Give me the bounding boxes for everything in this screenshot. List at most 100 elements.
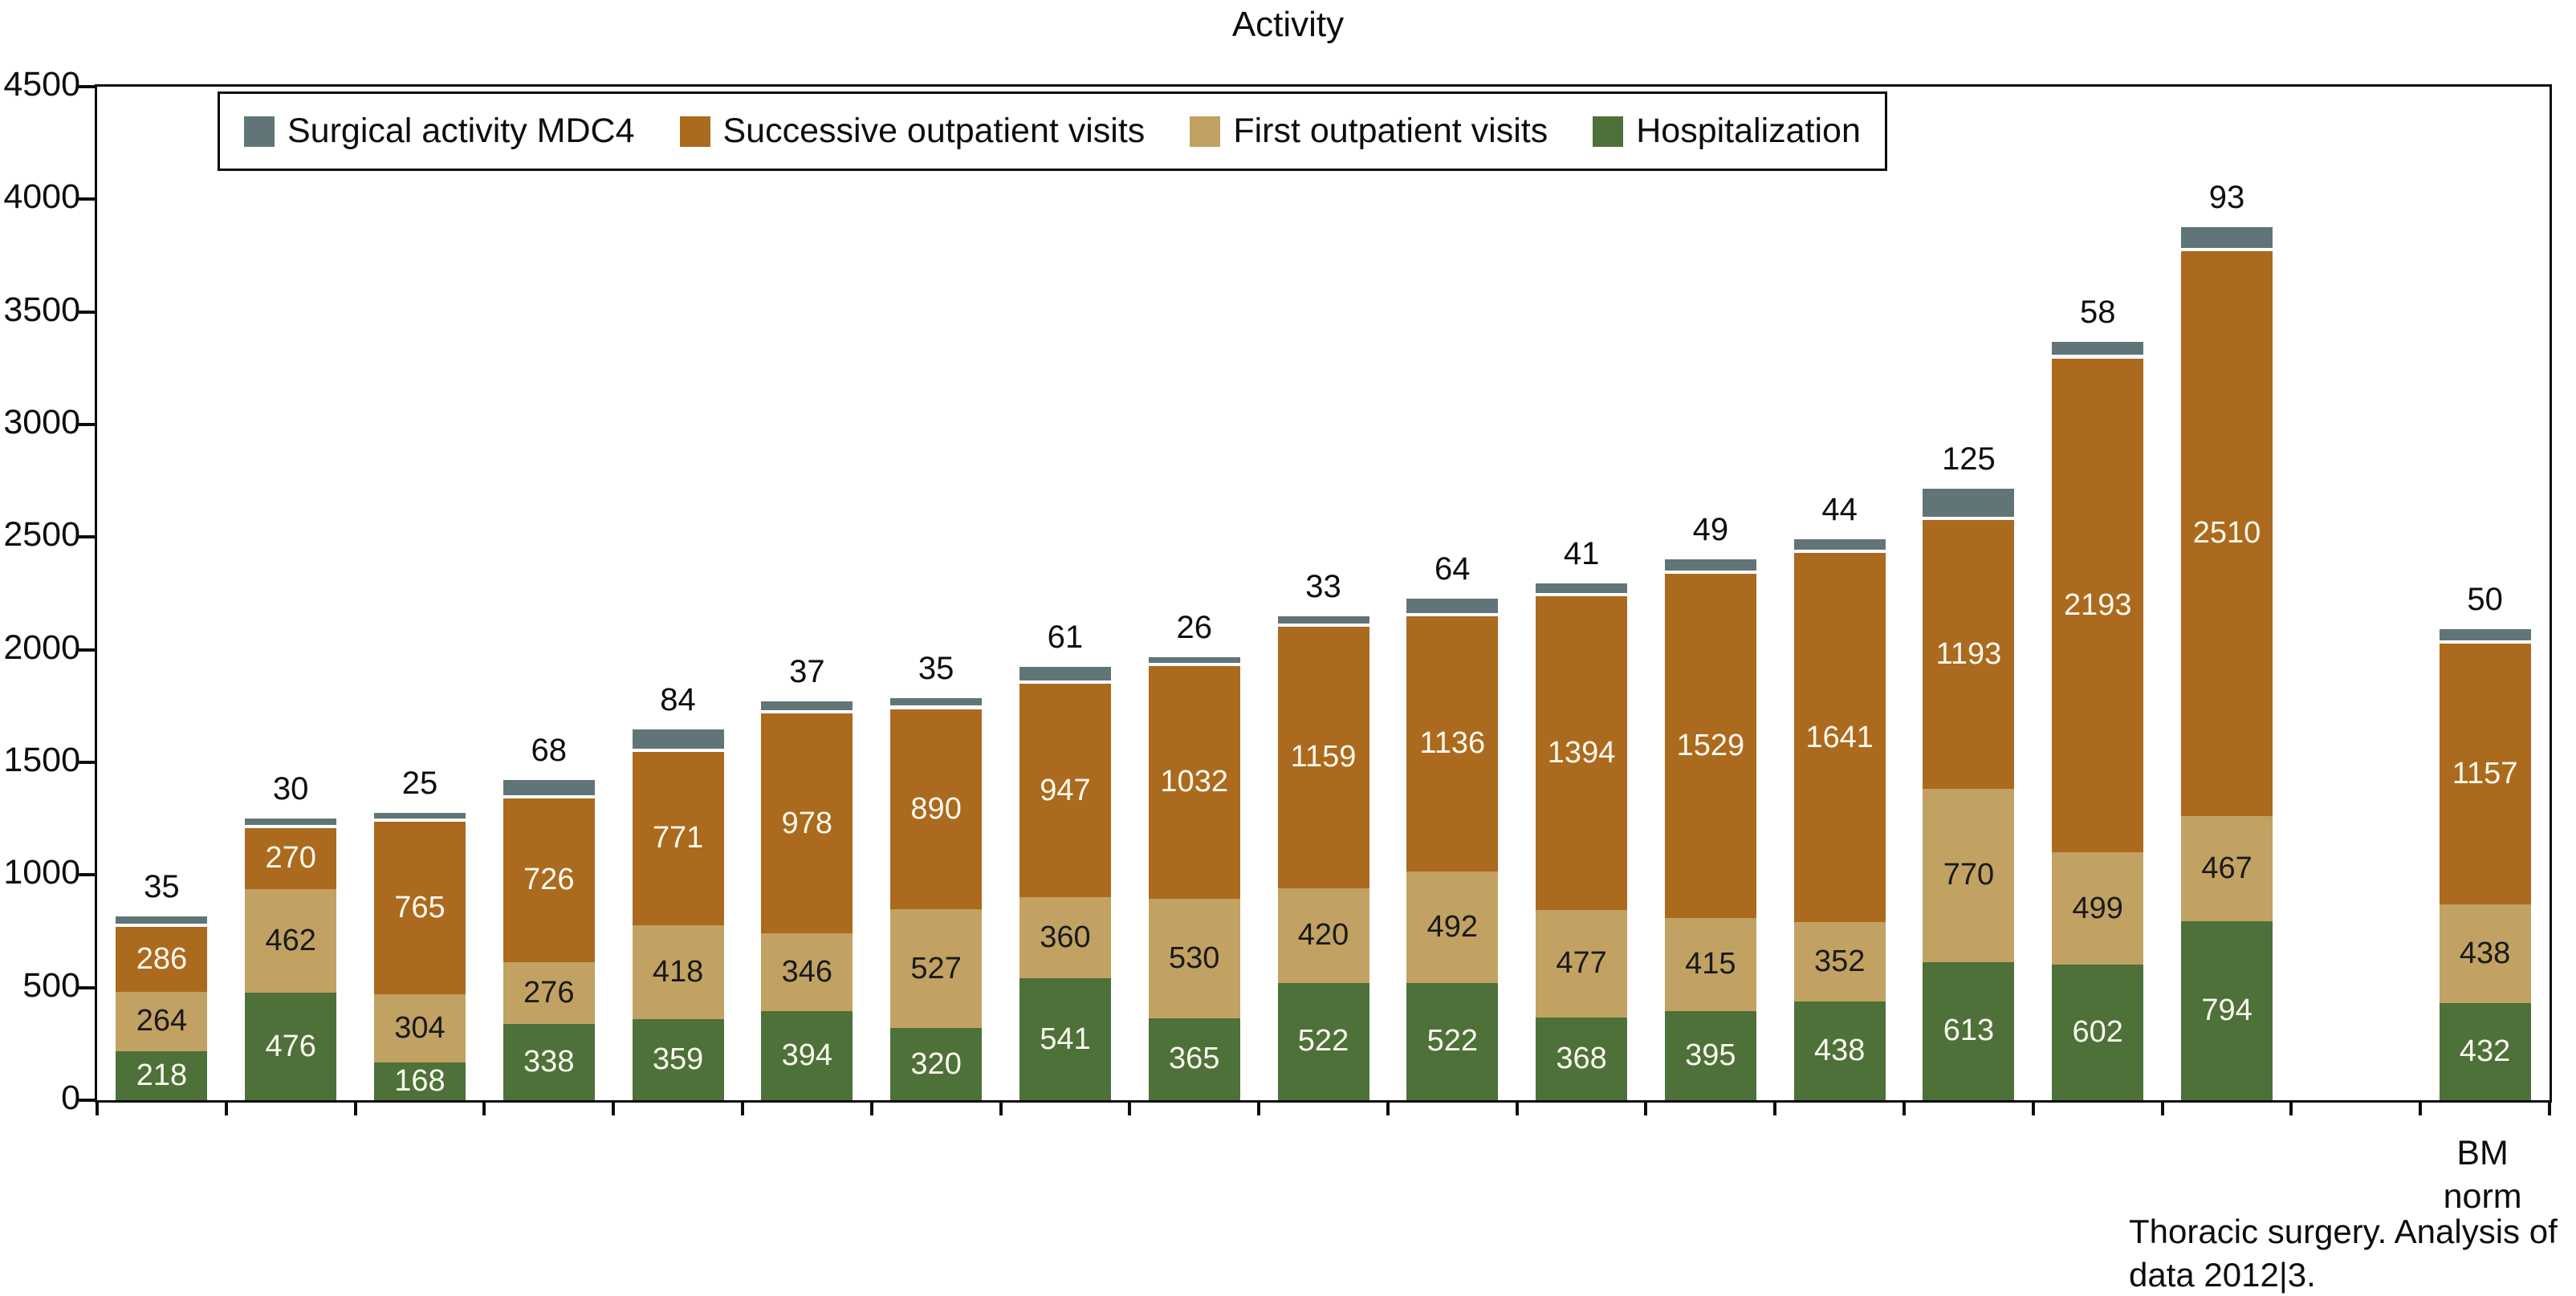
x-axis-tick bbox=[1128, 1100, 1132, 1115]
segment-value-label: 522 bbox=[1426, 1024, 1478, 1058]
bar-segment-mdc4 bbox=[1019, 667, 1111, 681]
y-axis-tick bbox=[79, 761, 95, 764]
bar-segment-successive: 1529 bbox=[1664, 573, 1756, 918]
segment-value-label: 338 bbox=[523, 1045, 575, 1079]
mdc4-value-label: 30 bbox=[272, 770, 309, 806]
segment-value-label: 726 bbox=[523, 863, 575, 897]
segment-value-label: 264 bbox=[136, 1004, 188, 1038]
bar-segment-successive: 978 bbox=[761, 713, 853, 934]
bar-segment-mdc4 bbox=[1536, 583, 1628, 593]
y-axis-tick bbox=[79, 985, 95, 989]
segment-value-label: 270 bbox=[265, 841, 316, 876]
y-axis-label: 1500 bbox=[3, 741, 80, 779]
footnote: Thoracic surgery. Analysis of data 2012|… bbox=[2129, 1210, 2576, 1296]
bar-segment-mdc4 bbox=[1148, 656, 1240, 664]
x-axis-tick bbox=[1257, 1100, 1261, 1115]
bar-segment-first: 530 bbox=[1148, 898, 1240, 1018]
bar-segment-mdc4 bbox=[503, 779, 595, 795]
y-axis-tick bbox=[79, 310, 95, 314]
y-axis-tick bbox=[79, 423, 95, 426]
bar-segment-first: 492 bbox=[1406, 871, 1499, 983]
y-axis-label: 2500 bbox=[3, 515, 80, 555]
segment-value-label: 360 bbox=[1040, 920, 1091, 955]
x-axis-tick bbox=[2548, 1100, 2551, 1115]
bar-segment-first: 462 bbox=[245, 888, 337, 993]
segment-value-label: 499 bbox=[2072, 891, 2123, 925]
segment-value-label: 541 bbox=[1040, 1022, 1091, 1056]
segment-value-label: 2510 bbox=[2192, 516, 2261, 550]
bar-segment-hospitalization: 522 bbox=[1277, 982, 1369, 1100]
segment-value-label: 477 bbox=[1556, 946, 1607, 981]
mdc4-value-label: 44 bbox=[1821, 492, 1858, 528]
bar-segment-successive: 1157 bbox=[2439, 644, 2531, 904]
bar-segment-hospitalization: 368 bbox=[1536, 1017, 1628, 1100]
legend-label: Successive outpatient visits bbox=[722, 112, 1146, 150]
y-axis-label: 4500 bbox=[3, 65, 80, 104]
bar-segment-hospitalization: 476 bbox=[245, 993, 337, 1100]
x-axis-tick bbox=[999, 1100, 1003, 1115]
bar-segment-successive: 270 bbox=[245, 827, 337, 889]
bar-segment-mdc4 bbox=[373, 812, 466, 819]
legend-swatch-icon bbox=[1593, 116, 1624, 147]
x-axis-tick bbox=[869, 1100, 873, 1115]
bar-segment-hospitalization: 432 bbox=[2439, 1002, 2531, 1100]
bar-segment-successive: 1193 bbox=[1923, 520, 2015, 789]
bar-segment-mdc4 bbox=[1277, 616, 1369, 624]
segment-value-label: 218 bbox=[136, 1058, 188, 1092]
segment-value-label: 2193 bbox=[2063, 587, 2132, 622]
mdc4-value-label: 68 bbox=[531, 732, 568, 768]
bar-segment-hospitalization: 365 bbox=[1148, 1018, 1240, 1100]
bar-segment-first: 352 bbox=[1793, 922, 1886, 1002]
x-axis-tick bbox=[1386, 1100, 1390, 1115]
legend-label: Hospitalization bbox=[1636, 112, 1861, 150]
mdc4-value-label: 33 bbox=[1305, 569, 1341, 605]
segment-value-label: 467 bbox=[2201, 851, 2252, 886]
mdc4-value-label: 35 bbox=[144, 868, 180, 904]
segment-value-label: 794 bbox=[2201, 993, 2252, 1028]
bar-segment-successive: 1032 bbox=[1148, 666, 1240, 899]
segment-value-label: 765 bbox=[394, 890, 446, 924]
mdc4-value-label: 26 bbox=[1176, 609, 1212, 645]
bar-segment-mdc4 bbox=[1664, 559, 1756, 571]
segment-value-label: 418 bbox=[652, 955, 704, 989]
legend-item-first: First outpatient visits bbox=[1190, 112, 1548, 151]
bar-segment-successive: 2510 bbox=[2181, 250, 2273, 817]
segment-value-label: 1529 bbox=[1676, 728, 1745, 762]
legend-item-mdc4: Surgical activity MDC4 bbox=[244, 112, 635, 151]
bar-segment-first: 304 bbox=[373, 993, 466, 1062]
segment-value-label: 771 bbox=[652, 821, 704, 855]
legend-swatch-icon bbox=[244, 116, 275, 147]
segment-value-label: 438 bbox=[2459, 936, 2511, 970]
mdc4-value-label: 64 bbox=[1435, 550, 1471, 587]
bar-segment-successive: 286 bbox=[116, 927, 208, 992]
segment-value-label: 613 bbox=[1943, 1014, 1995, 1048]
bar-segment-successive: 1136 bbox=[1406, 615, 1499, 872]
bar-segment-successive: 726 bbox=[503, 798, 595, 962]
segment-value-label: 1159 bbox=[1290, 740, 1357, 774]
x-axis-tick bbox=[482, 1100, 486, 1115]
bar-segment-hospitalization: 395 bbox=[1664, 1011, 1756, 1100]
segment-value-label: 432 bbox=[2459, 1034, 2511, 1068]
segment-value-label: 492 bbox=[1426, 909, 1478, 944]
bar-segment-mdc4 bbox=[2181, 226, 2273, 248]
segment-value-label: 286 bbox=[136, 942, 188, 977]
segment-value-label: 770 bbox=[1943, 858, 1995, 892]
y-axis-label: 3000 bbox=[3, 403, 80, 441]
bar-segment-first: 420 bbox=[1277, 888, 1369, 983]
bar-segment-hospitalization: 613 bbox=[1923, 961, 2015, 1100]
segment-value-label: 890 bbox=[910, 791, 962, 826]
x-axis-tick bbox=[224, 1100, 228, 1115]
segment-value-label: 368 bbox=[1556, 1041, 1607, 1075]
bar-segment-first: 360 bbox=[1019, 897, 1111, 979]
mdc4-value-label: 25 bbox=[401, 765, 438, 801]
segment-value-label: 1394 bbox=[1547, 735, 1616, 770]
bar-segment-first: 499 bbox=[2052, 852, 2144, 965]
bar-segment-first: 346 bbox=[761, 933, 853, 1012]
segment-value-label: 168 bbox=[394, 1063, 446, 1098]
segment-value-label: 1193 bbox=[1935, 636, 2002, 671]
bar-segment-successive: 890 bbox=[890, 709, 983, 910]
segment-value-label: 462 bbox=[265, 924, 316, 958]
bar-segment-mdc4 bbox=[1923, 488, 2015, 518]
legend-item-hospitalization: Hospitalization bbox=[1593, 112, 1861, 151]
